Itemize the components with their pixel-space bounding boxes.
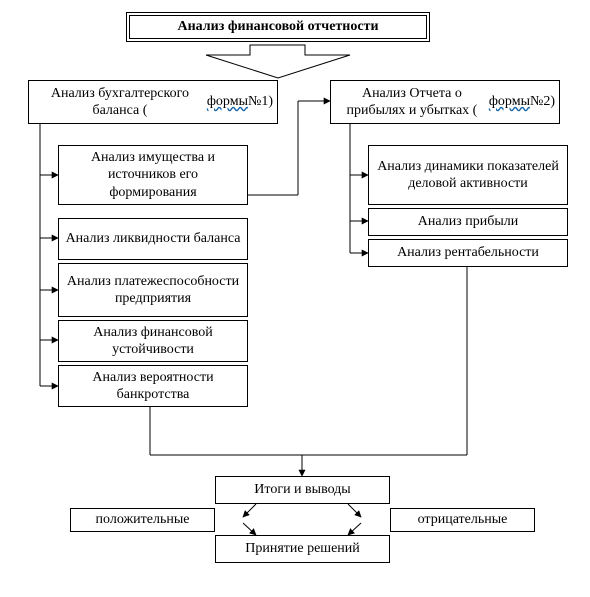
node-left_hdr: Анализ бухгалтерского баланса (формы №1): [28, 80, 278, 124]
node-l3: Анализ платежеспособности предприятия: [58, 263, 248, 317]
node-l2: Анализ ликвидности баланса: [58, 218, 248, 260]
node-right_hdr: Анализ Отчета о прибылях и убытках (форм…: [330, 80, 560, 124]
node-r3: Анализ рентабельности: [368, 239, 568, 267]
node-r2: Анализ прибыли: [368, 208, 568, 236]
node-neg: отрицательные: [390, 508, 535, 532]
node-title: Анализ финансовой отчетности: [126, 12, 430, 42]
node-l1: Анализ имущества и источников его формир…: [58, 145, 248, 205]
node-l4: Анализ финансовой устойчивости: [58, 320, 248, 362]
flowchart-canvas: Анализ финансовой отчетности Анализ бухга…: [0, 0, 590, 597]
node-r1: Анализ динамики показателей деловой акти…: [368, 145, 568, 205]
node-summary: Итоги и выводы: [215, 476, 390, 504]
big-down-arrow: [206, 45, 350, 78]
node-decision: Принятие решений: [215, 535, 390, 563]
node-l5: Анализ вероятности банкротства: [58, 365, 248, 407]
node-pos: положительные: [70, 508, 215, 532]
